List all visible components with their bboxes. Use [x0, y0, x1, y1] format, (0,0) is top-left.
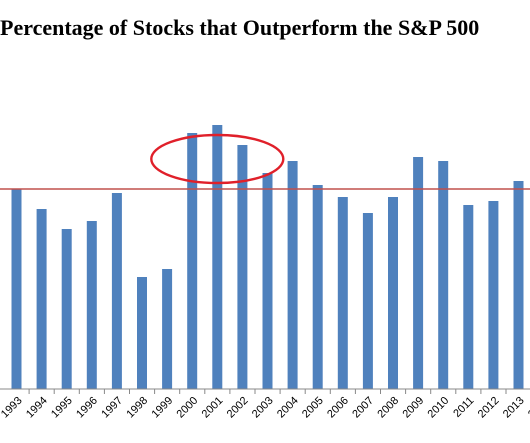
bar-2008: [388, 197, 398, 389]
bar-1996: [86, 221, 97, 389]
bar-2006: [337, 197, 348, 389]
bar-1995: [61, 229, 72, 389]
bar-1994: [36, 209, 47, 389]
x-tick-label: 2010: [426, 395, 452, 421]
x-tick-label: 2002: [225, 395, 251, 421]
bar-1999: [162, 269, 173, 389]
x-tick-label: 2011: [451, 395, 476, 420]
x-tick-label: 2005: [300, 395, 326, 421]
bar-2007: [362, 213, 373, 389]
x-tick-label: 1997: [99, 395, 125, 421]
x-tick-label: 2008: [375, 395, 401, 421]
x-tick-label: 1998: [124, 395, 150, 421]
bar-2002: [237, 145, 248, 389]
x-tick-label: 2014: [526, 395, 530, 421]
bar-2010: [438, 161, 449, 389]
bar-2009: [413, 157, 424, 389]
x-tick-label: 1993: [0, 395, 25, 421]
x-tick-label: 2001: [200, 395, 226, 421]
x-tick-label: 2000: [175, 395, 201, 421]
x-tick-label: 2013: [501, 395, 527, 421]
bar-2003: [262, 173, 273, 389]
bar-2000: [187, 133, 198, 389]
highlight-ellipse: [150, 133, 285, 185]
x-tick-label: 1994: [24, 395, 50, 421]
bar-2012: [488, 201, 499, 389]
x-tick-label: 2012: [476, 395, 502, 421]
x-tick-label: 2003: [250, 395, 276, 421]
x-tick-label: 2009: [400, 395, 426, 421]
bar-2001: [212, 125, 223, 389]
bar-1997: [111, 193, 122, 389]
x-tick-label: 1999: [149, 395, 175, 421]
chart-title: Percentage of Stocks that Outperform the…: [0, 15, 480, 40]
bar-1998: [137, 277, 147, 389]
x-tick-label: 2006: [325, 395, 351, 421]
bar-2004: [287, 161, 298, 389]
bar-2005: [312, 185, 323, 389]
bar-2013: [513, 181, 524, 389]
x-tick-label: 2004: [275, 395, 301, 421]
bar-2011: [463, 205, 474, 389]
x-tick-label: 1995: [49, 395, 75, 421]
x-tick-label: 1996: [74, 395, 100, 421]
bar-1993: [11, 189, 22, 389]
x-tick-label: 2007: [350, 395, 376, 421]
